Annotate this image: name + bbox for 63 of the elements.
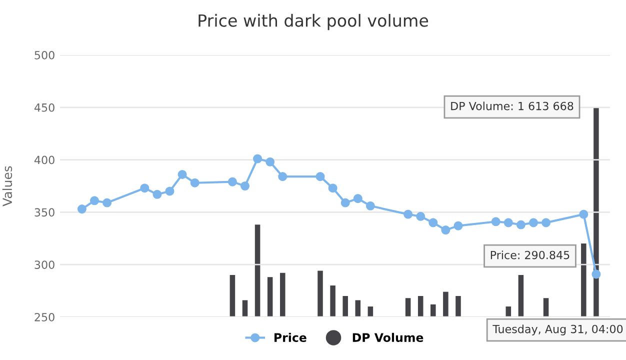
point [253, 154, 262, 164]
legend-label: DP Volume [352, 332, 424, 342]
point [353, 194, 362, 204]
bar [543, 298, 549, 317]
point [266, 157, 275, 166]
bar [443, 292, 448, 317]
point [190, 178, 200, 188]
chart-title: Price with dark pool volume [198, 14, 428, 30]
bar [418, 296, 424, 317]
bar [368, 306, 374, 317]
point [428, 218, 438, 228]
bar [254, 224, 260, 317]
point [404, 210, 413, 219]
point [340, 198, 350, 208]
bar [318, 270, 323, 317]
y-tick-label: 450 [34, 103, 54, 112]
point [454, 221, 463, 230]
y-tick-label: 500 [34, 50, 54, 60]
legend-label: Price [274, 332, 306, 342]
annotation: DP Volume: 1 613 668 [451, 102, 574, 110]
point [528, 218, 538, 228]
bar [355, 300, 361, 317]
point [152, 190, 162, 199]
bar [405, 298, 411, 317]
point [165, 186, 174, 196]
y-tick-label: 300 [34, 260, 54, 269]
point [90, 196, 100, 206]
point [77, 204, 86, 214]
point [491, 217, 500, 226]
bar [267, 277, 273, 317]
point [228, 177, 237, 186]
point [504, 218, 513, 228]
bar [518, 275, 524, 317]
point [542, 218, 551, 228]
bar [581, 244, 586, 317]
point [240, 181, 250, 191]
y-tick-label: 250 [34, 312, 54, 322]
point [178, 170, 187, 179]
point [416, 212, 426, 221]
point [102, 198, 112, 208]
bar [456, 296, 461, 317]
point [516, 220, 526, 230]
bar [430, 304, 436, 317]
bar [594, 107, 599, 317]
y-tick-label: 350 [34, 208, 54, 217]
point [579, 210, 588, 219]
bar [280, 272, 286, 317]
bar [230, 275, 236, 317]
point [316, 172, 325, 182]
point [592, 270, 601, 279]
point [140, 184, 150, 193]
bar [330, 286, 336, 317]
point [278, 172, 288, 182]
point [366, 201, 375, 210]
bar [506, 306, 512, 317]
y-axis-title: Values [2, 166, 12, 206]
point [328, 184, 338, 193]
text: Tuesday, Aug 31, 04:00 [492, 324, 623, 336]
point [441, 226, 450, 235]
bar [242, 300, 248, 317]
y-tick-label: 400 [34, 156, 54, 164]
bar [342, 296, 348, 317]
annotation: Price: 290.845 [490, 250, 570, 260]
